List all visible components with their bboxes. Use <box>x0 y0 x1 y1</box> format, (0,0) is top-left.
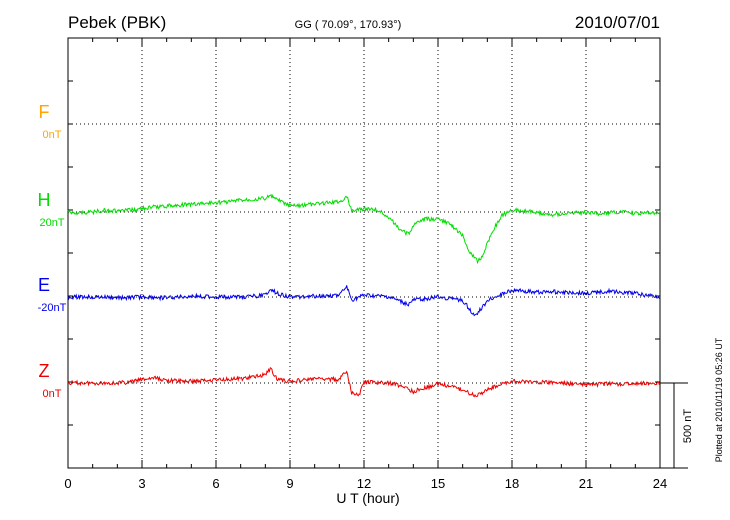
x-axis-label: U T (hour) <box>336 490 399 506</box>
date-label: 2010/07/01 <box>575 13 660 32</box>
channel-baseline-f: 0nT <box>43 129 62 141</box>
x-tick-label: 0 <box>64 476 71 491</box>
coordinates-label: GG ( 70.09°, 170.93°) <box>295 19 402 31</box>
scale-bar-label: 500 nT <box>682 409 694 444</box>
channel-label-z: Z <box>39 361 50 381</box>
trace-e <box>67 285 661 317</box>
channel-baseline-z: 0nT <box>43 388 62 400</box>
plotted-timestamp: Plotted at 2010/11/19 05:26 UT <box>714 337 724 462</box>
channel-traces: F 0nT H 20nT E -20nT Z 0nT <box>38 102 661 400</box>
x-tick-label: 24 <box>653 476 667 491</box>
x-tick-label: 9 <box>286 476 293 491</box>
x-tick-label: 18 <box>505 476 519 491</box>
channel-label-e: E <box>38 275 50 295</box>
channel-baseline-h: 20nT <box>39 217 64 229</box>
x-tick-label: 6 <box>212 476 219 491</box>
x-tick-label: 12 <box>357 476 371 491</box>
axis-ticks <box>67 37 661 469</box>
x-tick-labels: 0 3 6 9 12 15 18 21 24 <box>64 476 667 491</box>
trace-h <box>67 193 661 265</box>
channel-label-h: H <box>38 190 51 210</box>
plot-grid <box>68 38 660 468</box>
channel-baseline-e: -20nT <box>38 302 67 314</box>
trace-z <box>67 367 661 398</box>
x-tick-label: 15 <box>431 476 445 491</box>
station-title: Pebek (PBK) <box>68 13 166 32</box>
x-tick-label: 3 <box>138 476 145 491</box>
channel-label-f: F <box>39 102 50 122</box>
x-tick-label: 21 <box>579 476 593 491</box>
